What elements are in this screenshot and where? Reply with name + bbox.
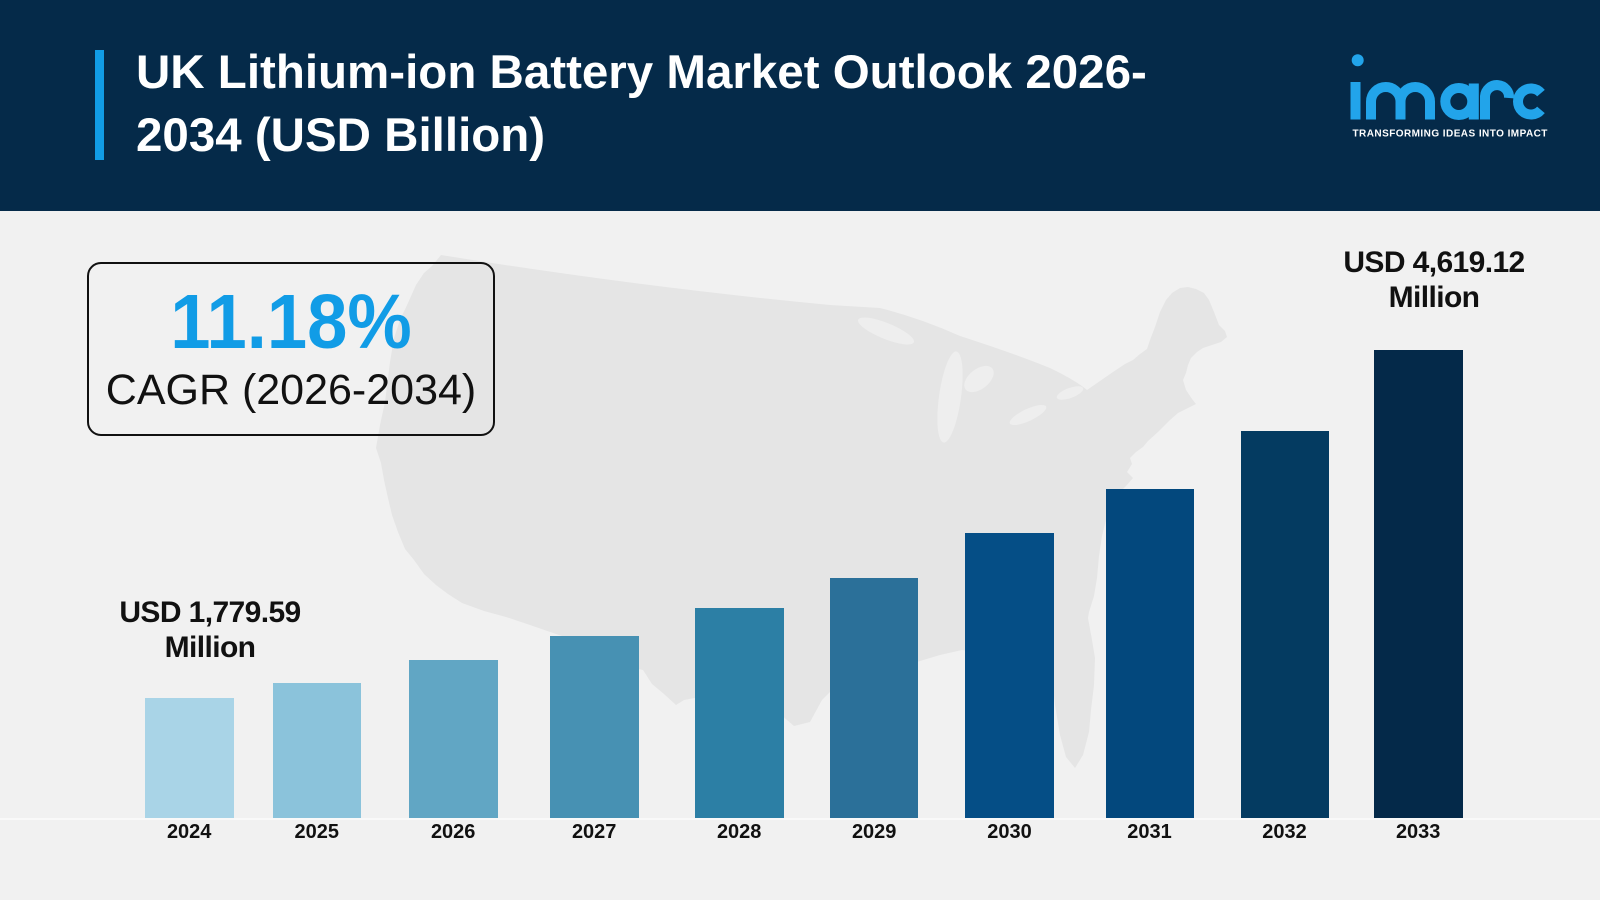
svg-text:TRANSFORMING IDEAS INTO IMPACT: TRANSFORMING IDEAS INTO IMPACT: [1353, 129, 1548, 140]
